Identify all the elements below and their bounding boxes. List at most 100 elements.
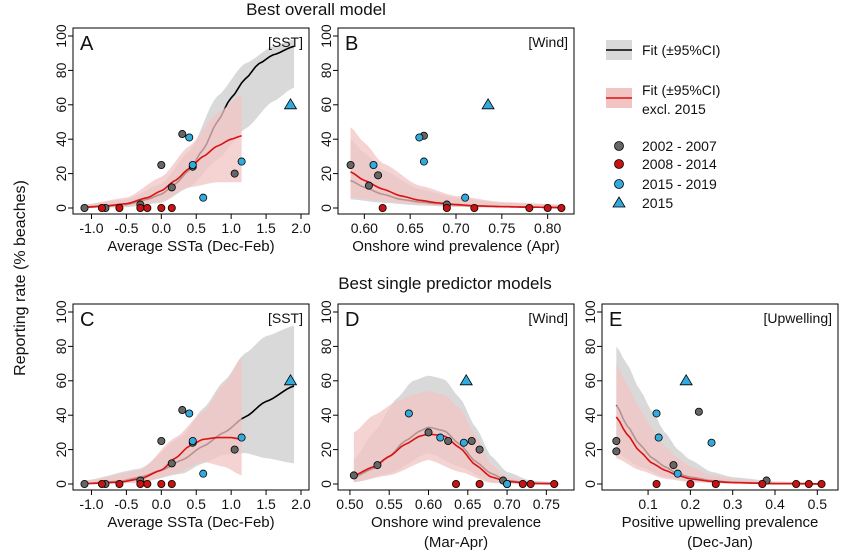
- y-tick-label: 20: [53, 166, 69, 182]
- legend-label-fit-excl-1: Fit (±95%CI): [642, 82, 720, 98]
- x-axis-label: Onshore wind prevalence: [371, 514, 541, 531]
- x-axis-label: Onshore wind prevalence (Apr): [352, 238, 560, 255]
- data-point-2008-2014: [804, 479, 813, 488]
- y-tick-label: 100: [318, 300, 334, 324]
- x-tick-label: 0.60: [351, 220, 378, 236]
- data-point-2002-2007: [364, 181, 373, 190]
- data-point-2008-2014: [143, 479, 152, 488]
- data-point-2008-2014: [157, 479, 166, 488]
- data-point-2002-2007: [444, 436, 453, 445]
- data-point-2002-2007: [230, 169, 239, 178]
- x-tick-label: 0.1: [638, 496, 658, 512]
- data-point-2008-2014: [115, 203, 124, 212]
- ci-band-excl-2015: [84, 356, 242, 484]
- data-point-2008-2014: [526, 479, 535, 488]
- y-tick-label: 100: [318, 24, 334, 48]
- y-tick-label: 60: [53, 97, 69, 113]
- panel-tag: [Upwelling]: [764, 310, 832, 326]
- data-point-2008-2014: [711, 479, 720, 488]
- data-point-2002-2007: [346, 160, 355, 169]
- x-tick-label: 1.0: [221, 496, 241, 512]
- panel-letter: C: [80, 309, 94, 331]
- data-point-2002-2007: [167, 459, 176, 468]
- y-tick-label: 80: [582, 338, 598, 354]
- x-tick-label: 2.0: [291, 220, 311, 236]
- panel-tag: [Wind]: [528, 34, 568, 50]
- x-tick-label: 0.80: [534, 220, 561, 236]
- data-point-2008-2014: [758, 479, 767, 488]
- legend-label-fit-excl-2: excl. 2015: [642, 101, 706, 117]
- data-point-2002-2007: [157, 160, 166, 169]
- y-tick-label: 100: [53, 24, 69, 48]
- data-point-2015-2019: [654, 433, 663, 442]
- ci-band-all: [84, 39, 295, 208]
- data-point-2002-2007: [374, 171, 383, 180]
- data-point-2015: [679, 374, 693, 386]
- data-point-2015-2019: [199, 469, 208, 478]
- data-point-2002-2007: [230, 445, 239, 454]
- data-point-2008-2014: [475, 479, 484, 488]
- y-tick-label: 20: [582, 442, 598, 458]
- data-point-2008-2014: [167, 203, 176, 212]
- y-tick-label: 80: [53, 338, 69, 354]
- x-axis-label-line2: (Dec-Jan): [687, 534, 753, 551]
- data-point-2015: [283, 98, 298, 110]
- data-point-2008-2014: [136, 479, 145, 488]
- data-point-2002-2007: [157, 436, 166, 445]
- y-tick-label: 0: [53, 480, 69, 488]
- x-tick-label: 0.65: [397, 220, 424, 236]
- data-point-2002-2007: [612, 447, 621, 456]
- data-point-2008-2014: [543, 203, 552, 212]
- x-axis-label: Average SSTa (Dec-Feb): [107, 514, 274, 531]
- panel-letter: A: [80, 33, 94, 55]
- x-tick-label: 0.70: [442, 220, 469, 236]
- data-point-2008-2014: [167, 479, 176, 488]
- x-tick-label: 1.5: [256, 220, 276, 236]
- data-point-2015-2019: [415, 133, 424, 142]
- data-point-2008-2014: [686, 479, 695, 488]
- x-tick-label: -0.5: [114, 496, 138, 512]
- y-tick-label: 40: [53, 407, 69, 423]
- data-point-2015-2019: [503, 479, 512, 488]
- y-tick-label: 100: [582, 300, 598, 324]
- panel-e: 0 20 40 60 80 100 0.1 0.2 0.3 0.4 0.5 Positive upwe…: [582, 300, 839, 551]
- data-point-2008-2014: [525, 203, 534, 212]
- data-point-2002-2007: [349, 471, 358, 480]
- legend-label-2015: 2015: [642, 195, 673, 211]
- plot-frame: [337, 303, 575, 491]
- data-point-2008-2014: [470, 203, 479, 212]
- legend-marker-2015-2019: [614, 179, 624, 189]
- x-tick-label: 0.50: [336, 496, 363, 512]
- x-axis-label: Average SSTa (Dec-Feb): [107, 238, 274, 255]
- y-tick-label: 80: [318, 338, 334, 354]
- data-point-2008-2014: [792, 479, 801, 488]
- legend-label-2015-2019: 2015 - 2019: [642, 176, 717, 192]
- legend: Fit (±95%CI) Fit (±95%CI) excl. 2015 200…: [606, 40, 720, 211]
- data-point-2008-2014: [157, 203, 166, 212]
- data-point-2002-2007: [694, 407, 703, 416]
- data-point-2002-2007: [424, 428, 433, 437]
- x-tick-label: -1.0: [79, 496, 103, 512]
- data-point-2008-2014: [518, 479, 527, 488]
- x-tick-label: 0.0: [152, 496, 172, 512]
- data-point-2015: [481, 98, 495, 110]
- y-tick-label: 60: [318, 373, 334, 389]
- x-axis-label-line2: (Mar-Apr): [424, 534, 488, 551]
- data-point-2015-2019: [459, 438, 468, 447]
- x-tick-label: 1.0: [221, 220, 241, 236]
- data-point-2008-2014: [652, 479, 661, 488]
- panel-letter: E: [609, 309, 622, 331]
- data-point-2008-2014: [442, 203, 451, 212]
- x-tick-label: 0.5: [187, 496, 207, 512]
- x-tick-label: 0.55: [376, 496, 403, 512]
- x-tick-label: 0.75: [533, 496, 560, 512]
- x-tick-label: 1.5: [256, 496, 276, 512]
- ci-band-excl-2015: [84, 94, 242, 208]
- data-point-2015-2019: [185, 409, 194, 418]
- y-tick-label: 60: [318, 97, 334, 113]
- panel-c: 0 20 40 60 80 100 -1.0 -0.5 0.0 0.5 1.0 1.5 2.0 Avera…: [53, 300, 311, 531]
- data-point-2015-2019: [673, 469, 682, 478]
- data-point-2008-2014: [378, 203, 387, 212]
- section-top-title: Best overall model: [246, 0, 386, 19]
- panels-group: 0 20 40 60 80 100 -1.0 -0.5 0.0 0.5 1.0 1.5 2.0 Avera…: [53, 24, 839, 551]
